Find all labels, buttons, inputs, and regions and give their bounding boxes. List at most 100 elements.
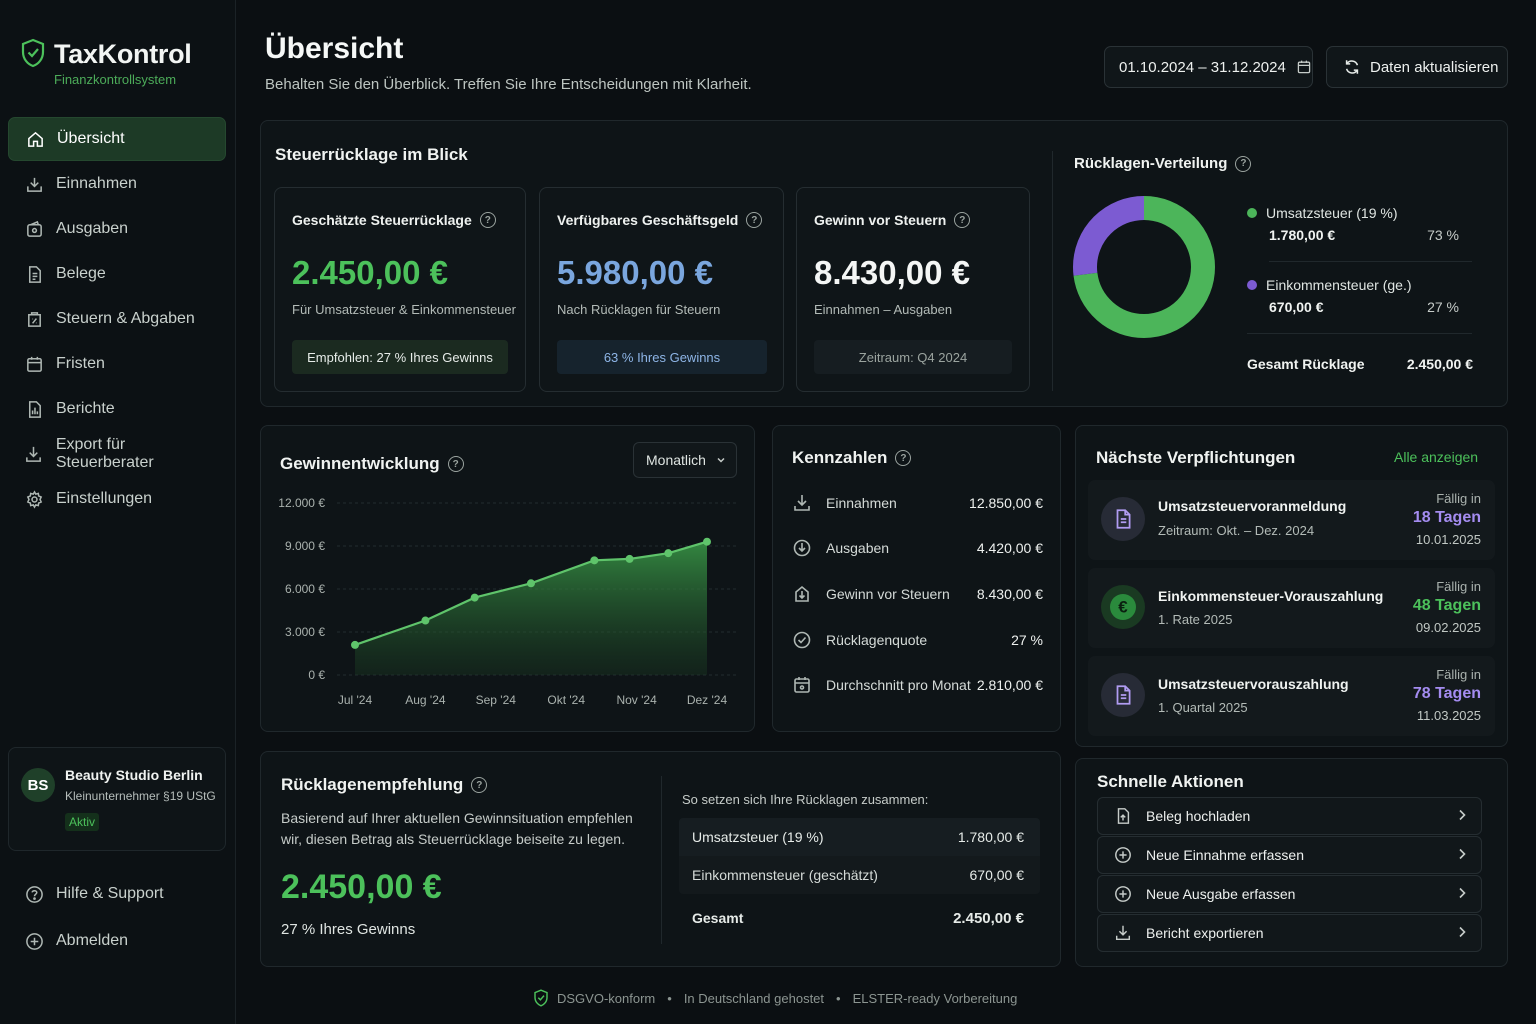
- breakdown-total: Gesamt 2.450,00 €: [679, 899, 1040, 937]
- chart-data-point[interactable]: [703, 537, 711, 546]
- sidebar-item-label: Einstellungen: [56, 490, 153, 507]
- chart-data-point[interactable]: [351, 640, 359, 649]
- footer-item: DSGVO-konform: [557, 990, 656, 1006]
- income-icon: [24, 174, 44, 194]
- sidebar-item-uebersicht[interactable]: Übersicht: [8, 117, 226, 161]
- total-value: 2.450,00 €: [1406, 356, 1473, 372]
- y-tick-label: 12.000 €: [278, 496, 325, 510]
- home-icon: [25, 129, 45, 149]
- due-date: 09.02.2025: [1415, 620, 1481, 635]
- kpi-label: Einnahmen: [826, 495, 897, 511]
- recommendation-title: Rücklagenempfehlung?: [281, 775, 488, 795]
- footer-separator: •: [667, 990, 672, 1006]
- obligation-item[interactable]: Umsatzsteuervorauszahlung 1. Quartal 202…: [1088, 656, 1495, 736]
- sidebar-item-belege[interactable]: Belege: [8, 252, 226, 296]
- sidebar-item-label: Fristen: [56, 355, 105, 372]
- refresh-button[interactable]: Daten aktualisieren: [1326, 46, 1508, 88]
- x-tick-label: Nov '24: [616, 693, 657, 707]
- obligation-item[interactable]: Umsatzsteuervoranmeldung Zeitraum: Okt. …: [1088, 480, 1495, 560]
- legend-divider: [1269, 261, 1472, 262]
- show-all-link[interactable]: Alle anzeigen: [1394, 449, 1479, 465]
- card-title: Verfügbares Geschäftsgeld?: [557, 212, 763, 228]
- chart-data-point[interactable]: [664, 549, 673, 558]
- sidebar-item-fristen[interactable]: Fristen: [8, 342, 226, 386]
- help-icon[interactable]: ?: [746, 212, 763, 228]
- sidebar-item-export[interactable]: Export für Steuerberater: [8, 432, 226, 476]
- help-icon[interactable]: ?: [954, 212, 971, 228]
- help-icon[interactable]: ?: [1235, 155, 1252, 172]
- document-icon: [1101, 673, 1145, 717]
- company-card[interactable]: BS Beauty Studio Berlin Kleinunternehmer…: [8, 747, 226, 851]
- check-circle-icon: [793, 631, 811, 649]
- sidebar-item-einnahmen[interactable]: Einnahmen: [8, 162, 226, 206]
- card-footnote: 63 % Ihres Gewinns: [557, 340, 767, 374]
- footer-item: ELSTER-ready Vorbereitung: [852, 990, 1018, 1006]
- due-date: 10.01.2025: [1415, 532, 1481, 547]
- expense-icon: [793, 539, 811, 557]
- legend-label: Umsatzsteuer (19 %): [1266, 205, 1398, 221]
- legend-amount: 670,00 €: [1269, 299, 1324, 315]
- footer-item: In Deutschland gehostet: [683, 990, 825, 1006]
- card-footnote: Zeitraum: Q4 2024: [814, 340, 1012, 374]
- period-select[interactable]: Monatlich: [633, 442, 737, 478]
- kpi-label: Durchschnitt pro Monat: [826, 677, 971, 693]
- action-export-report[interactable]: Bericht exportieren: [1097, 914, 1482, 952]
- help-icon[interactable]: ?: [479, 212, 496, 228]
- due-days: 48 Tagen: [1412, 597, 1481, 614]
- download-icon: [1115, 925, 1131, 941]
- card-title: Geschätzte Steuerrücklage?: [292, 212, 496, 228]
- sidebar-item-berichte[interactable]: Berichte: [8, 387, 226, 431]
- legend-amount: 1.780,00 €: [1269, 227, 1336, 243]
- obligation-item[interactable]: € Einkommensteuer-Vorauszahlung 1. Rate …: [1088, 568, 1495, 648]
- app-logo[interactable]: TaxKontrol Finanzkontrollsystem: [20, 38, 192, 87]
- y-tick-label: 3.000 €: [285, 625, 325, 639]
- due-label: Fällig in: [1436, 667, 1481, 682]
- action-new-income[interactable]: Neue Einnahme erfassen: [1097, 836, 1482, 874]
- obligations-title: Nächste Verpflichtungen: [1096, 448, 1296, 467]
- chart-data-point[interactable]: [625, 554, 634, 563]
- action-upload-receipt[interactable]: Beleg hochladen: [1097, 797, 1482, 835]
- reserve-overview-panel: Steuerrücklage im Blick Geschätzte Steue…: [260, 120, 1508, 407]
- income-icon: [794, 495, 810, 511]
- y-tick-label: 0 €: [308, 668, 325, 682]
- kpi-value: 27 %: [1011, 632, 1043, 648]
- period-select-value: Monatlich: [646, 452, 706, 468]
- x-tick-label: Aug '24: [405, 693, 446, 707]
- chart-data-point[interactable]: [421, 616, 430, 625]
- y-tick-label: 6.000 €: [285, 582, 325, 596]
- chart-data-point[interactable]: [590, 556, 599, 565]
- sidebar-item-ausgaben[interactable]: Ausgaben: [8, 207, 226, 251]
- page-subtitle: Behalten Sie den Überblick. Treffen Sie …: [265, 76, 752, 93]
- chevron-down-icon: [717, 457, 725, 463]
- help-icon[interactable]: ?: [447, 456, 464, 472]
- chart-title: Gewinnentwicklung?: [280, 454, 464, 474]
- sidebar-item-steuern[interactable]: Steuern & Abgaben: [8, 297, 226, 341]
- legend-label: Einkommensteuer (ge.): [1266, 277, 1412, 293]
- breakdown-label: Umsatzsteuer (19 %): [692, 829, 824, 845]
- card-description: Für Umsatzsteuer & Einkommensteuer: [292, 302, 516, 317]
- donut-chart: [1073, 196, 1215, 338]
- chart-data-point[interactable]: [527, 579, 535, 588]
- breakdown-total-value: 2.450,00 €: [953, 909, 1024, 927]
- receipt-icon: [24, 264, 44, 284]
- card-value: 2.450,00 €: [292, 254, 448, 291]
- kpi-label: Gewinn vor Steuern: [826, 586, 950, 602]
- help-icon[interactable]: ?: [895, 450, 912, 466]
- date-range-picker[interactable]: 01.10.2024 – 31.12.2024: [1104, 46, 1313, 88]
- card-value: 8.430,00 €: [814, 254, 970, 291]
- sidebar-item-help[interactable]: Hilfe & Support: [8, 871, 226, 917]
- chevron-right-icon: [1457, 847, 1467, 863]
- obligation-due: Fällig in 18 Tagen 10.01.2025: [1413, 491, 1481, 547]
- help-icon[interactable]: ?: [471, 777, 488, 793]
- chart-data-point[interactable]: [470, 593, 479, 602]
- page-title: Übersicht: [265, 32, 404, 65]
- footer-separator: •: [836, 990, 841, 1006]
- sidebar-item-einstellungen[interactable]: Einstellungen: [8, 477, 226, 521]
- kpi-title: Kennzahlen?: [792, 448, 912, 468]
- panel-divider: [661, 776, 662, 944]
- x-tick-label: Okt '24: [547, 693, 585, 707]
- obligation-subtitle: 1. Quartal 2025: [1158, 700, 1248, 715]
- status-badge: Aktiv: [65, 813, 100, 831]
- sidebar-item-logout[interactable]: Abmelden: [8, 918, 226, 964]
- action-new-expense[interactable]: Neue Ausgabe erfassen: [1097, 875, 1482, 913]
